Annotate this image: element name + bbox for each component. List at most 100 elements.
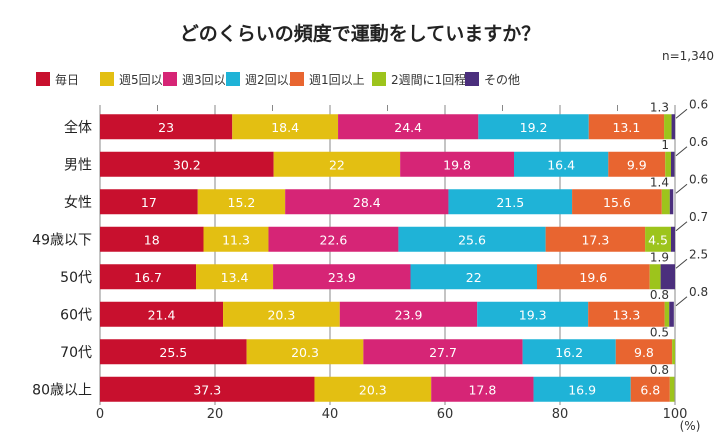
data-label: 0.7 (689, 210, 708, 224)
bar-segment (197, 189, 286, 215)
legend-swatch (465, 72, 479, 86)
bar-segment (100, 339, 247, 365)
data-label: 16.2 (555, 345, 583, 360)
legend-swatch (36, 72, 50, 86)
leader-line (675, 108, 688, 119)
bar-segment (478, 114, 589, 140)
category-label: 60代 (60, 307, 92, 323)
bar-segment (533, 376, 631, 402)
bar-segment (203, 226, 269, 252)
data-label: 17.3 (581, 232, 609, 247)
bar-segment (100, 376, 315, 402)
data-label: 23 (158, 120, 174, 135)
bars: 全体 23 18.4 24.4 19.2 13.11.3 0.6男性 30.2 22 19.8 16… (32, 97, 708, 402)
data-label: 21.4 (148, 307, 176, 322)
data-label: 16.4 (547, 157, 575, 172)
legend-swatch (226, 72, 240, 86)
bar-segment (431, 376, 534, 402)
bar-segment (669, 376, 675, 402)
bar-segment (398, 226, 546, 252)
bar-segment (522, 339, 616, 365)
data-label: 23.9 (395, 307, 423, 322)
bar-segment (100, 151, 274, 177)
bar-segment (537, 264, 650, 290)
bar-segment (661, 189, 670, 215)
category-label: 70代 (60, 345, 92, 361)
data-label: 15.6 (603, 195, 631, 210)
x-axis: 0 20 40 60 80 100 (96, 407, 688, 422)
x-axis-unit: (%) (680, 419, 701, 433)
bar-segment (273, 264, 411, 290)
bar-segment (273, 151, 401, 177)
data-label: 9.8 (634, 345, 654, 360)
legend-label: 週2回以上 (245, 73, 301, 87)
legend: 毎日 週5回以上 週3回以上 週2回以上 週1回以上 2週間に1回程度 その他 (36, 72, 520, 87)
data-label: 37.3 (193, 382, 221, 397)
x-tick-label: 20 (207, 407, 224, 422)
legend-swatch (163, 72, 177, 86)
data-label: 22.6 (320, 232, 348, 247)
bar-segment (615, 339, 673, 365)
data-label: 9.9 (627, 157, 647, 172)
bar-segment (545, 226, 646, 252)
bar-segment (608, 151, 666, 177)
bar-segment (100, 226, 204, 252)
bar-segment (363, 339, 523, 365)
data-label: 0.8 (650, 363, 669, 377)
chart-title: どのくらいの頻度で運動をしていますか？ (180, 22, 540, 45)
legend-swatch (290, 72, 304, 86)
legend-label: 週1回以上 (309, 73, 365, 87)
data-label: 19.6 (579, 270, 607, 285)
data-label: 13.1 (612, 120, 640, 135)
leader-line (675, 258, 688, 269)
data-label: 17 (141, 195, 157, 210)
data-label: 18.4 (271, 120, 299, 135)
bar-segment (672, 339, 675, 365)
data-label: 1.3 (650, 100, 669, 114)
legend-swatch (372, 72, 386, 86)
bar-segment (572, 189, 662, 215)
leader-line (675, 183, 688, 194)
data-label: 28.4 (353, 195, 381, 210)
bar-segment (670, 151, 675, 177)
bar-segment (588, 114, 665, 140)
leader-line (675, 296, 688, 307)
category-label: 49歳以下 (32, 232, 92, 248)
bar-segment (671, 114, 675, 140)
bar-segment (338, 114, 479, 140)
category-label: 男性 (64, 157, 92, 173)
x-tick-label: 80 (552, 407, 569, 422)
data-label: 30.2 (173, 157, 201, 172)
data-label: 2.5 (689, 247, 708, 261)
bar-segment (588, 301, 665, 327)
data-label: 25.5 (159, 345, 187, 360)
x-tick-label: 40 (322, 407, 339, 422)
leader-line (675, 146, 688, 157)
data-label: 23.9 (328, 270, 356, 285)
bar-segment (246, 339, 364, 365)
bar-segment (339, 301, 478, 327)
data-label: 0.5 (650, 325, 669, 339)
bar-segment (660, 264, 675, 290)
x-tick-label: 100 (663, 407, 688, 422)
category-label: 女性 (64, 194, 92, 211)
data-label: 19.3 (519, 307, 547, 322)
bar-segment (645, 226, 671, 252)
bar-segment (285, 189, 449, 215)
x-tick-label: 60 (437, 407, 454, 422)
data-label: 0.6 (689, 172, 708, 186)
bar-segment (477, 301, 589, 327)
data-label: 25.6 (458, 232, 486, 247)
bar-segment (448, 189, 573, 215)
legend-label: 週5回以上 (119, 73, 175, 87)
bar-segment (669, 189, 674, 215)
category-label: 全体 (64, 119, 92, 136)
bar-segment (223, 301, 340, 327)
bar-segment (649, 264, 661, 290)
data-label: 1.4 (650, 175, 669, 189)
data-label: 17.8 (468, 382, 496, 397)
data-label: 20.3 (267, 307, 295, 322)
bar-segment (100, 301, 224, 327)
x-tick-label: 0 (96, 407, 104, 422)
bar-segment (196, 264, 274, 290)
